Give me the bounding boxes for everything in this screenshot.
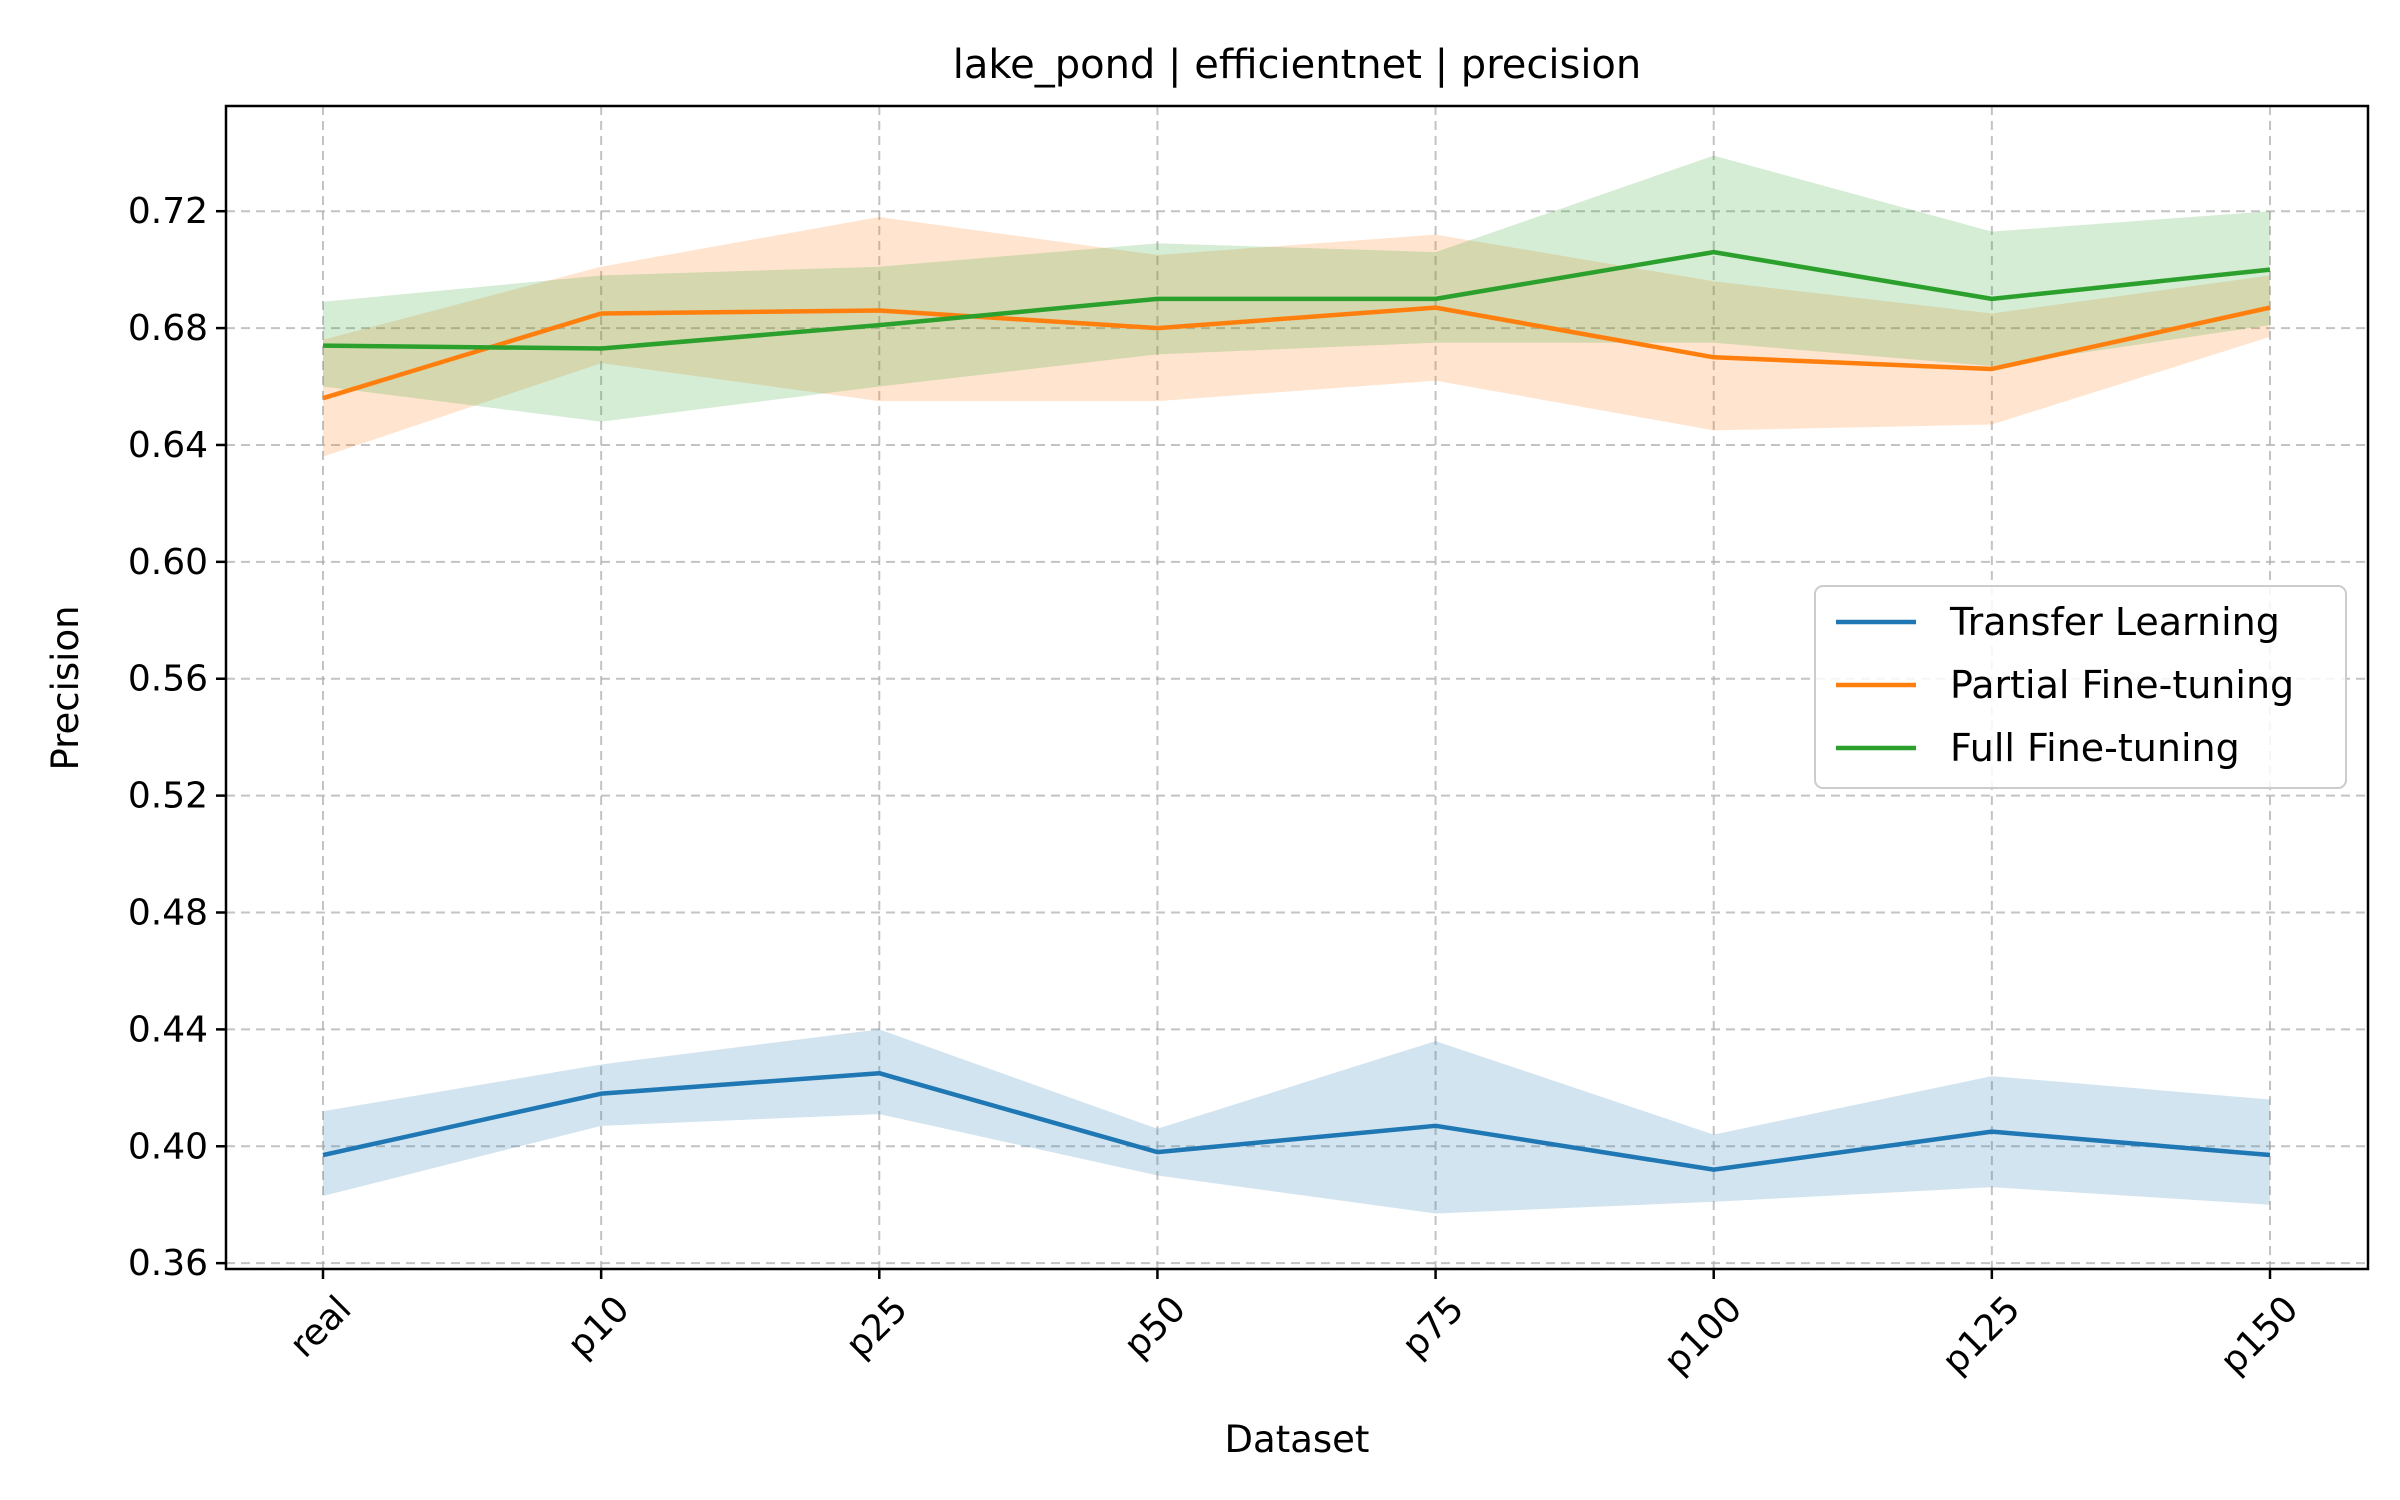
x-axis-label: Dataset bbox=[1225, 1418, 1370, 1461]
y-axis-label: Precision bbox=[44, 605, 87, 770]
plot-frame bbox=[224, 104, 2370, 1271]
y-tick-label: 0.68 bbox=[128, 308, 208, 349]
y-tick-label: 0.40 bbox=[128, 1126, 208, 1167]
confidence-band-0 bbox=[323, 1029, 2270, 1214]
chart-title: lake_pond | efficientnet | precision bbox=[953, 42, 1642, 88]
legend: Transfer Learning Partial Fine-tuning Full… bbox=[1814, 585, 2347, 789]
y-tick-label: 0.52 bbox=[128, 776, 208, 817]
series-line-0 bbox=[322, 1070, 2271, 1172]
y-tick-label: 0.56 bbox=[128, 659, 208, 700]
confidence-bands bbox=[323, 155, 2270, 1214]
series-line-2 bbox=[322, 249, 2271, 351]
legend-label-1: Partial Fine-tuning bbox=[1950, 663, 2294, 707]
y-tick-label: 0.72 bbox=[128, 191, 208, 232]
y-tick-label: 0.36 bbox=[128, 1243, 208, 1284]
series-lines bbox=[322, 249, 2271, 1172]
y-tick-label: 0.48 bbox=[128, 893, 208, 934]
legend-box bbox=[1814, 585, 2347, 789]
grid-lines bbox=[226, 106, 2368, 1269]
confidence-band-1 bbox=[323, 217, 2270, 457]
confidence-band-2 bbox=[323, 155, 2270, 422]
series-line-1 bbox=[322, 305, 2271, 401]
legend-label-0: Transfer Learning bbox=[1949, 600, 2280, 644]
y-tick-label: 0.60 bbox=[128, 542, 208, 583]
legend-label-2: Full Fine-tuning bbox=[1950, 726, 2240, 770]
y-tick-label: 0.64 bbox=[128, 425, 208, 466]
y-axis-ticks: 0.36 0.40 0.44 0.48 0.52 0.56 0.60 0.64 0.68 0.72 bbox=[128, 191, 226, 1284]
y-tick-label: 0.44 bbox=[128, 1009, 208, 1050]
